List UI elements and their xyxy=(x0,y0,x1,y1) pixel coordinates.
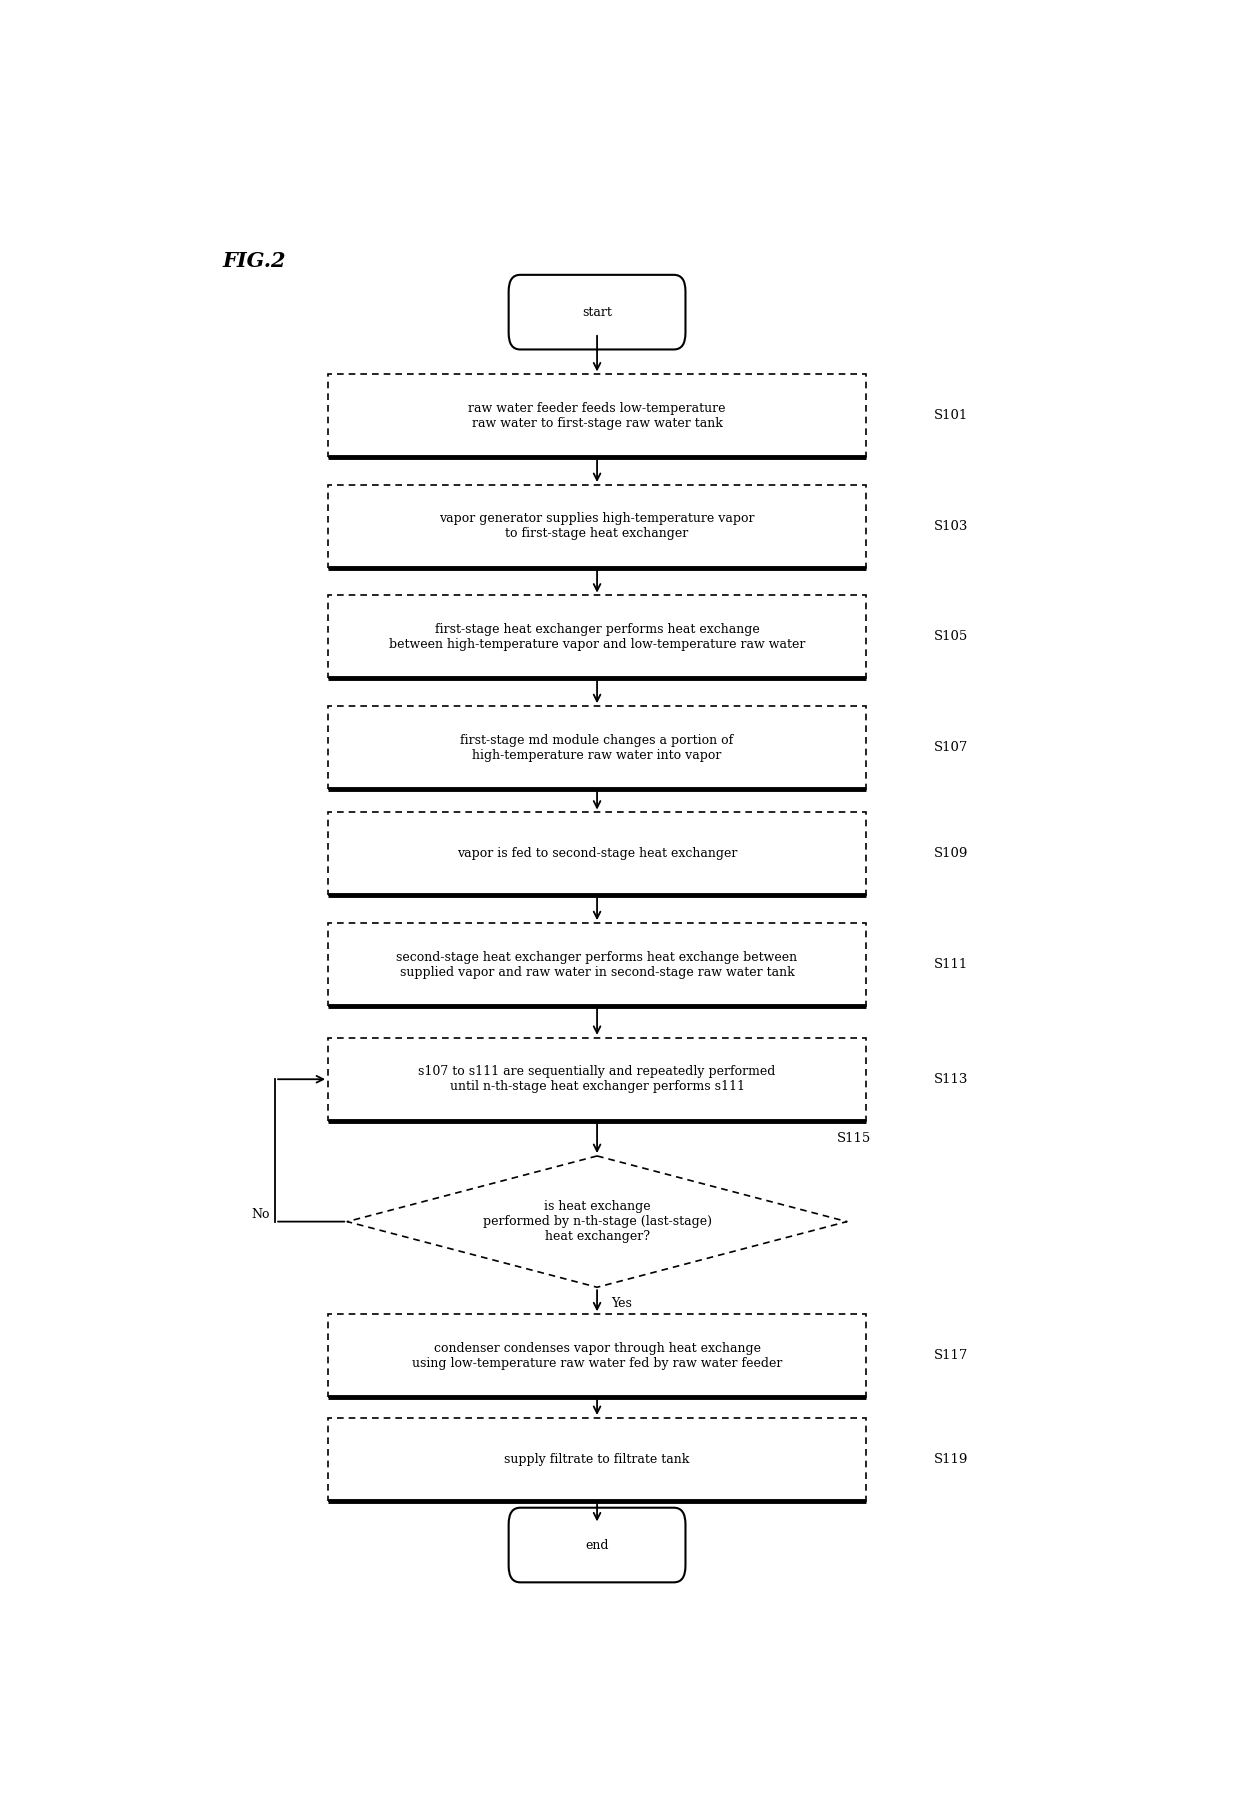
FancyBboxPatch shape xyxy=(508,275,686,350)
Text: vapor generator supplies high-temperature vapor
to first-stage heat exchanger: vapor generator supplies high-temperatur… xyxy=(439,512,755,540)
Polygon shape xyxy=(347,1156,847,1287)
FancyBboxPatch shape xyxy=(327,1038,866,1120)
FancyBboxPatch shape xyxy=(327,485,866,567)
Text: S111: S111 xyxy=(934,959,967,971)
Text: S107: S107 xyxy=(934,741,967,754)
Text: supply filtrate to filtrate tank: supply filtrate to filtrate tank xyxy=(505,1452,689,1467)
FancyBboxPatch shape xyxy=(327,1314,866,1397)
Text: S105: S105 xyxy=(934,630,967,643)
Text: S113: S113 xyxy=(934,1073,967,1086)
FancyBboxPatch shape xyxy=(327,813,866,896)
Text: is heat exchange
performed by n-th-stage (last-stage)
heat exchanger?: is heat exchange performed by n-th-stage… xyxy=(482,1201,712,1244)
Text: s107 to s111 are sequentially and repeatedly performed
until n-th-stage heat exc: s107 to s111 are sequentially and repeat… xyxy=(418,1064,776,1093)
Text: S109: S109 xyxy=(934,847,967,860)
FancyBboxPatch shape xyxy=(327,923,866,1005)
Text: S117: S117 xyxy=(934,1350,967,1362)
Text: second-stage heat exchanger performs heat exchange between
supplied vapor and ra: second-stage heat exchanger performs hea… xyxy=(397,951,797,978)
Text: first-stage md module changes a portion of
high-temperature raw water into vapor: first-stage md module changes a portion … xyxy=(460,734,734,761)
Text: S119: S119 xyxy=(934,1452,967,1467)
FancyBboxPatch shape xyxy=(327,1418,866,1501)
Text: condenser condenses vapor through heat exchange
using low-temperature raw water : condenser condenses vapor through heat e… xyxy=(412,1341,782,1370)
FancyBboxPatch shape xyxy=(508,1508,686,1583)
FancyBboxPatch shape xyxy=(327,596,866,679)
Text: end: end xyxy=(585,1538,609,1551)
FancyBboxPatch shape xyxy=(327,375,866,458)
Text: S115: S115 xyxy=(837,1133,872,1145)
Text: vapor is fed to second-stage heat exchanger: vapor is fed to second-stage heat exchan… xyxy=(456,847,738,860)
Text: S103: S103 xyxy=(934,521,967,533)
Text: start: start xyxy=(582,305,613,320)
Text: raw water feeder feeds low-temperature
raw water to first-stage raw water tank: raw water feeder feeds low-temperature r… xyxy=(469,402,725,429)
Text: FIG.2: FIG.2 xyxy=(222,251,285,271)
Text: first-stage heat exchanger performs heat exchange
between high-temperature vapor: first-stage heat exchanger performs heat… xyxy=(389,623,805,652)
FancyBboxPatch shape xyxy=(327,705,866,790)
Text: No: No xyxy=(252,1208,270,1221)
Text: S101: S101 xyxy=(934,409,967,422)
Text: Yes: Yes xyxy=(611,1298,632,1310)
